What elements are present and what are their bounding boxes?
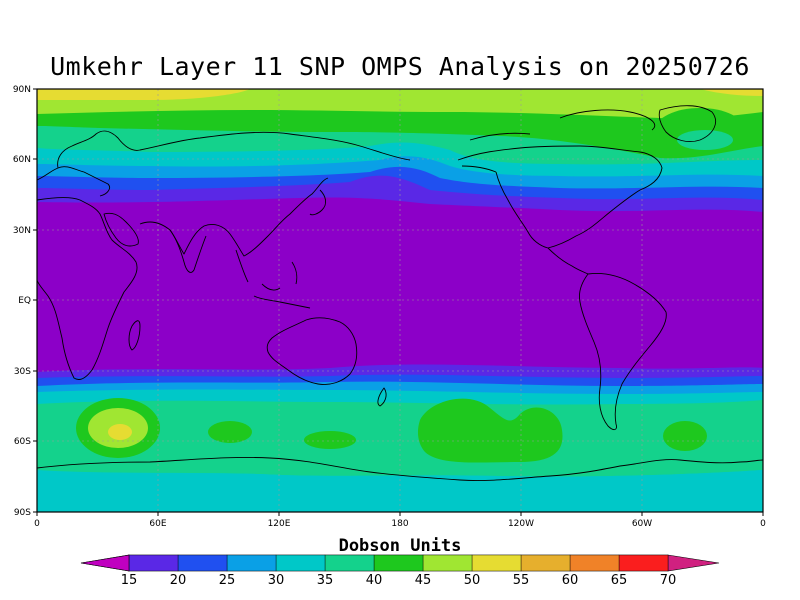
lat-label-30s: 30S [14,367,31,377]
lon-label-60w: 60W [632,519,652,529]
colorbar-label-65: 65 [611,573,628,588]
coast-central-america [547,247,589,275]
coast-arctic [469,109,656,141]
field-nh-50 [37,89,763,119]
coast-antarctica [37,457,763,481]
field-sh-40 [37,400,763,477]
lat-label-90s: 90S [14,508,31,518]
colorbar-label-70: 70 [660,573,677,588]
field-sh-45-east [663,421,707,451]
coast-australia [266,317,358,385]
field-sh-55-west [108,424,132,440]
lon-label-0-right: 0 [760,519,766,529]
lat-label-90n: 90N [13,85,31,95]
lon-label-0-left: 0 [34,519,40,529]
field-sh-45-small1 [208,421,252,443]
colorbar-label-35: 35 [317,573,334,588]
colorbar-label-55: 55 [513,573,530,588]
field-nh-55 [37,89,250,100]
colorbar-label-60: 60 [562,573,579,588]
colorbar: 15 20 25 30 35 40 45 50 55 60 65 70 [80,554,720,588]
lon-label-180: 180 [391,519,408,529]
colorbar-label-25: 25 [219,573,236,588]
coast-greenland [658,105,716,143]
coast-japan [309,189,327,216]
coast-north-america [457,145,663,249]
coast-india [169,229,207,273]
colorbar-label-30: 30 [268,573,285,588]
field-sh-45-center [417,398,563,463]
colorbar-title: Dobson Units [338,536,462,556]
lon-label-60e: 60E [149,519,166,529]
colorbar-label-20: 20 [170,573,187,588]
field-nh-55b [700,89,763,96]
colorbar-label-50: 50 [464,573,481,588]
coast-europe [37,130,141,197]
coast-arabia [103,212,139,247]
coast-asia [139,131,411,257]
coastlines [37,105,763,481]
lat-label-eq: EQ [18,296,31,306]
coast-newzealand [377,387,387,407]
coast-seasia [235,249,311,309]
colorbar-label-40: 40 [366,573,383,588]
coast-africa [37,197,138,381]
lat-label-30n: 30N [13,226,31,236]
lon-label-120e: 120E [268,519,291,529]
coast-madagascar [128,320,141,351]
field-nh-cyan-patch [677,130,733,150]
lat-label-60n: 60N [13,155,31,165]
field-sh-45-small2 [304,431,356,449]
coast-south-america [579,273,667,431]
frame-ticks [33,88,764,516]
lat-label-60s: 60S [14,437,31,447]
colorbar-over-arrow [667,554,720,572]
map-title: Umkehr Layer 11 SNP OMPS Analysis on 202… [50,52,750,81]
colorbar-label-15: 15 [121,573,138,588]
gridlines [37,89,763,512]
lon-label-120w: 120W [508,519,534,529]
colorbar-label-45: 45 [415,573,432,588]
